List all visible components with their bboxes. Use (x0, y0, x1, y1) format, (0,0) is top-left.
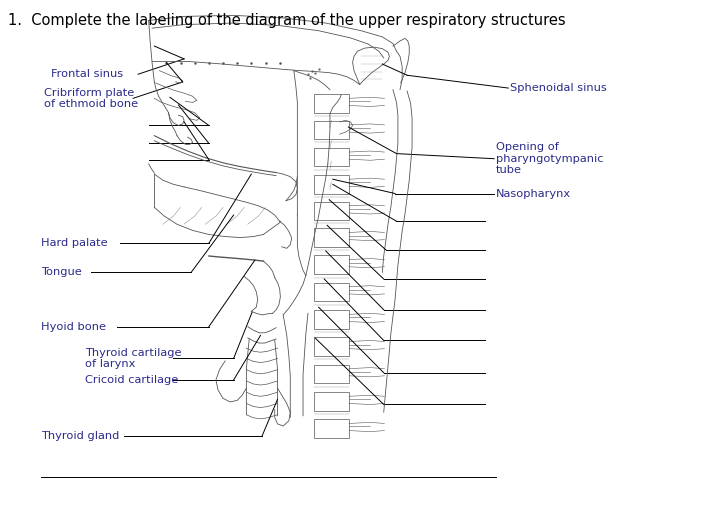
Text: Frontal sinus: Frontal sinus (51, 69, 123, 79)
Text: Sphenoidal sinus: Sphenoidal sinus (510, 83, 607, 93)
Text: Thyroid gland: Thyroid gland (41, 431, 120, 441)
Text: Cribriform plate
of ethmoid bone: Cribriform plate of ethmoid bone (44, 88, 138, 109)
Text: Opening of
pharyngotympanic
tube: Opening of pharyngotympanic tube (496, 142, 603, 175)
Text: 1.  Complete the labeling of the diagram of the upper respiratory structures: 1. Complete the labeling of the diagram … (8, 13, 566, 28)
Text: Hard palate: Hard palate (41, 238, 108, 248)
Text: Hyoid bone: Hyoid bone (41, 322, 106, 332)
Text: Cricoid cartilage: Cricoid cartilage (85, 375, 178, 385)
Text: Tongue: Tongue (41, 267, 82, 278)
Text: Thyroid cartilage
of larynx: Thyroid cartilage of larynx (85, 348, 181, 369)
Text: Nasopharynx: Nasopharynx (496, 188, 571, 199)
